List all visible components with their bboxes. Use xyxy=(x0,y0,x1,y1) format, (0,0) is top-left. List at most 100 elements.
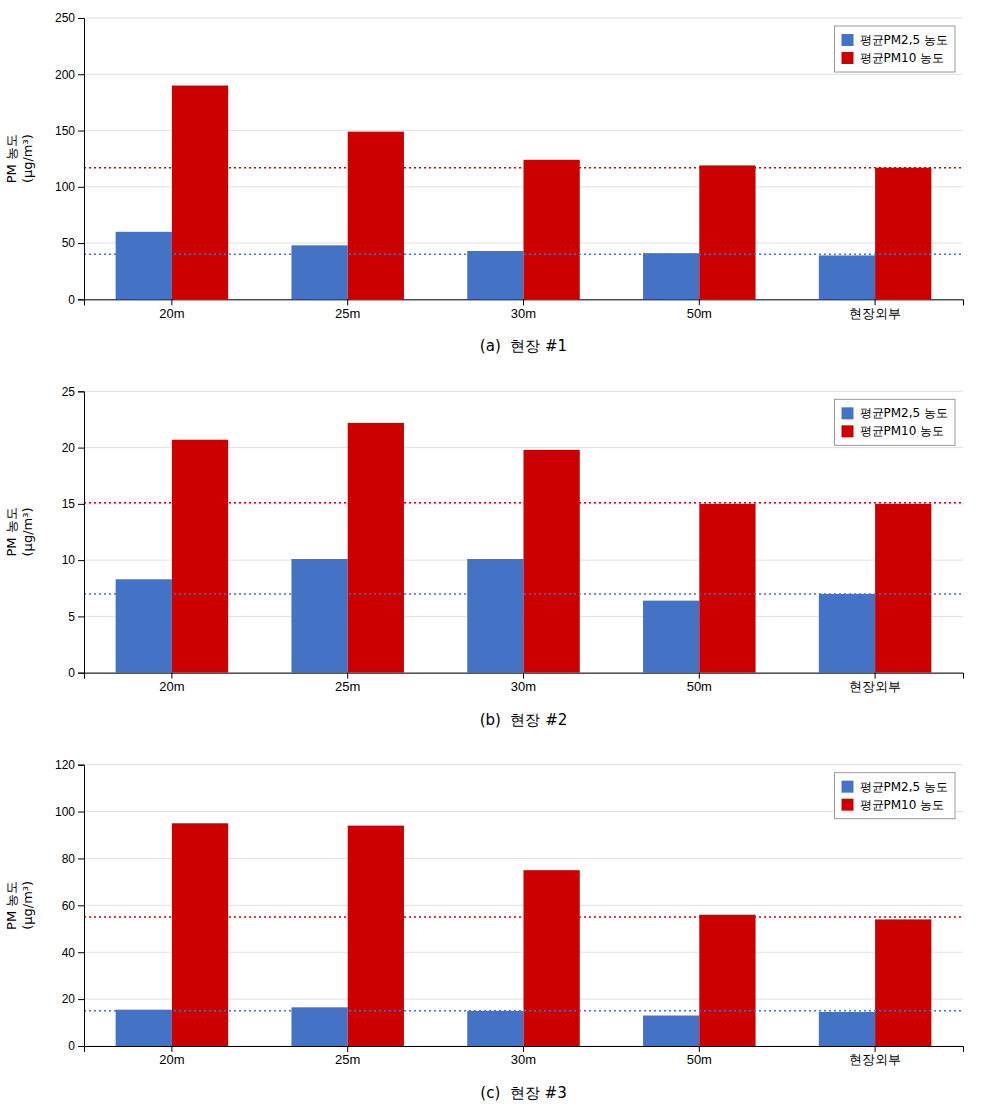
x-axis: 20m25m30m50m현장외부 xyxy=(85,1046,964,1067)
tick-label: 60 xyxy=(62,899,76,913)
tick-label: 현장외부 xyxy=(849,679,901,694)
tick: 5 xyxy=(68,610,84,624)
tick-mark xyxy=(875,299,876,305)
tick: 현장외부 xyxy=(849,1046,901,1067)
grid-line xyxy=(84,74,963,75)
legend-frame xyxy=(835,26,956,72)
x-axis: 20m 25m 30m 50m 현장외부 xyxy=(85,673,964,694)
tick: 100 xyxy=(55,805,84,819)
bar xyxy=(172,440,228,673)
legend-frame xyxy=(835,399,956,445)
grid xyxy=(84,18,963,299)
tick-label: 50m xyxy=(687,679,712,694)
reference-line xyxy=(84,502,963,504)
tick: 80 xyxy=(62,852,84,866)
tick-label: 250 xyxy=(55,11,75,25)
reference-line xyxy=(84,167,963,169)
tick-label: 20m xyxy=(159,1052,184,1067)
tick: 25m xyxy=(335,299,360,320)
bar xyxy=(875,504,931,673)
legend-item: 평균PM10 농도 xyxy=(842,51,945,65)
reference-line xyxy=(84,916,963,918)
axis-title-line: PM 농도 xyxy=(4,507,19,556)
tick-mark xyxy=(171,299,172,305)
tick-mark xyxy=(875,1046,876,1052)
bar xyxy=(467,251,523,299)
grid-line xyxy=(84,391,963,392)
grid-line xyxy=(84,811,963,812)
axis-line xyxy=(85,673,964,679)
grid xyxy=(84,765,963,1046)
tick: 30m xyxy=(511,299,536,320)
chart-title: (b) 현장 #2 xyxy=(480,711,568,729)
tick: 50m xyxy=(687,673,712,694)
grid xyxy=(84,391,963,672)
tick: 50m xyxy=(687,299,712,320)
bar xyxy=(291,559,347,673)
legend-swatch xyxy=(842,34,854,46)
tick-label: 15 xyxy=(62,497,76,511)
bar xyxy=(643,601,699,673)
bar-series xyxy=(172,823,931,1046)
tick: 15 xyxy=(62,497,84,511)
chart-title: (a) 현장 #1 xyxy=(480,337,567,355)
legend-item: 평균PM2,5 농도 xyxy=(842,406,949,420)
legend-label: 평균PM2,5 농도 xyxy=(860,406,949,420)
tick: 현장외부 xyxy=(849,673,901,694)
plot-area xyxy=(84,86,963,300)
bar xyxy=(875,919,931,1046)
tick-mark xyxy=(78,243,84,244)
legend-swatch xyxy=(842,52,854,64)
bar xyxy=(348,132,404,300)
tick-label: 100 xyxy=(55,180,75,194)
tick-label: 0 xyxy=(68,1039,75,1053)
bar xyxy=(643,253,699,299)
axis-title: PM 농도(μg/m³) xyxy=(4,881,35,930)
legend-swatch xyxy=(842,799,854,811)
tick-label: 80 xyxy=(62,852,76,866)
reference-line xyxy=(84,254,963,256)
tick: 25m xyxy=(335,673,360,694)
bar xyxy=(116,1010,172,1046)
legend-item: 평균PM10 농도 xyxy=(842,424,945,438)
tick-label: 20m xyxy=(159,306,184,321)
tick: 10 xyxy=(62,553,84,567)
tick-mark xyxy=(171,673,172,679)
bar xyxy=(699,504,755,673)
bar xyxy=(172,86,228,300)
tick-mark xyxy=(347,299,348,305)
tick-label: 25 xyxy=(62,385,76,399)
tick: 60 xyxy=(62,899,84,913)
tick-mark xyxy=(78,391,84,392)
tick-mark xyxy=(78,299,84,300)
bar xyxy=(819,255,875,299)
y-axis: 020406080100120 xyxy=(55,758,85,1053)
tick-mark xyxy=(78,448,84,449)
figure: 05010015020025020m25m30m50m현장외부PM 농도(μg/… xyxy=(0,0,983,1120)
tick-label: 40 xyxy=(62,946,76,960)
tick-mark xyxy=(78,952,84,953)
tick-mark xyxy=(347,673,348,679)
bar xyxy=(116,232,172,300)
legend-swatch xyxy=(842,407,854,419)
tick: 20m xyxy=(159,1046,184,1067)
tick-label: 30m xyxy=(511,679,536,694)
tick-mark xyxy=(78,765,84,766)
tick-label: 200 xyxy=(55,68,75,82)
tick: 20m xyxy=(159,673,184,694)
tick-mark xyxy=(347,1046,348,1052)
bar xyxy=(291,245,347,299)
tick: 100 xyxy=(55,180,84,194)
tick-mark xyxy=(699,299,700,305)
reference-line xyxy=(84,593,963,595)
tick-label: 50m xyxy=(687,306,712,321)
tick-label: 150 xyxy=(55,124,75,138)
tick-label: 0 xyxy=(68,293,75,307)
tick: 40 xyxy=(62,946,84,960)
tick-label: 30m xyxy=(511,306,536,321)
tick-label: 현장외부 xyxy=(849,306,901,321)
legend-label: 평균PM2,5 농도 xyxy=(860,33,949,47)
bar-series xyxy=(116,232,875,300)
legend-item: 평균PM2,5 농도 xyxy=(842,780,949,794)
panel: 02040608010012020m25m30m50m현장외부PM 농도(μg/… xyxy=(4,758,963,1102)
